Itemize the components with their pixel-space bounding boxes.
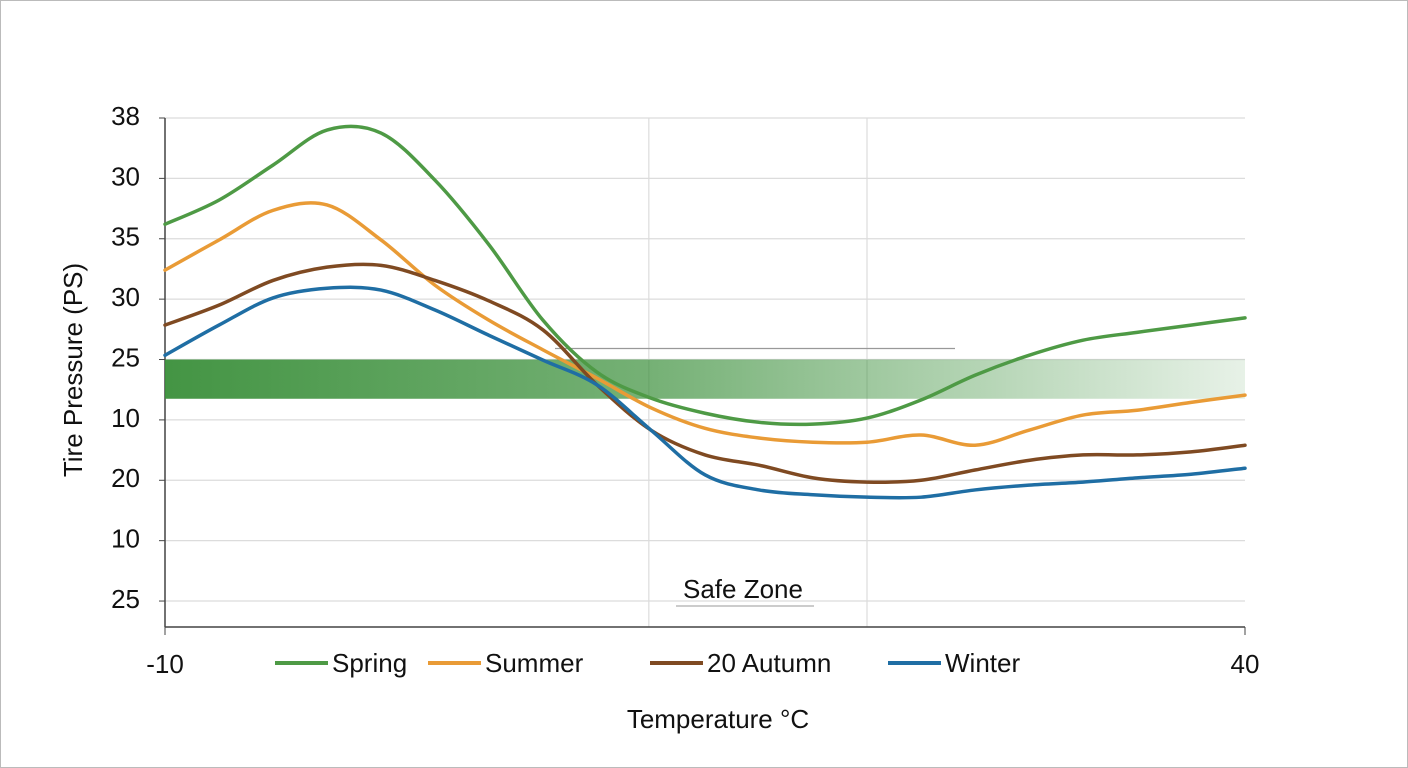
legend-label: Winter — [945, 648, 1020, 678]
y-axis-label: Tire Pressure (PS) — [58, 263, 88, 477]
y-tick-label: 38 — [111, 101, 140, 131]
safe-zone-label: Safe Zone — [683, 574, 803, 604]
legend-label: Spring — [332, 648, 407, 678]
legend-label: 20 Autumn — [707, 648, 831, 678]
x-tick-label: 40 — [1231, 649, 1260, 679]
series-line — [163, 124, 1247, 427]
y-tick-label: 35 — [111, 222, 140, 252]
y-tick-label: 25 — [111, 342, 140, 372]
y-tick-label: 20 — [111, 463, 140, 493]
y-tick-label: 25 — [111, 584, 140, 614]
series-line — [163, 262, 1247, 485]
series-line — [163, 285, 1247, 500]
x-axis-label: Temperature °C — [627, 704, 809, 734]
series-line — [163, 201, 1247, 448]
y-tick-label: 10 — [111, 403, 140, 433]
y-tick-label: 30 — [111, 282, 140, 312]
y-tick-label: 30 — [111, 161, 140, 191]
y-tick-label: 10 — [111, 524, 140, 554]
x-tick-label: -10 — [146, 649, 184, 679]
legend-label: Summer — [485, 648, 584, 678]
safe-zone-band — [165, 359, 1245, 399]
